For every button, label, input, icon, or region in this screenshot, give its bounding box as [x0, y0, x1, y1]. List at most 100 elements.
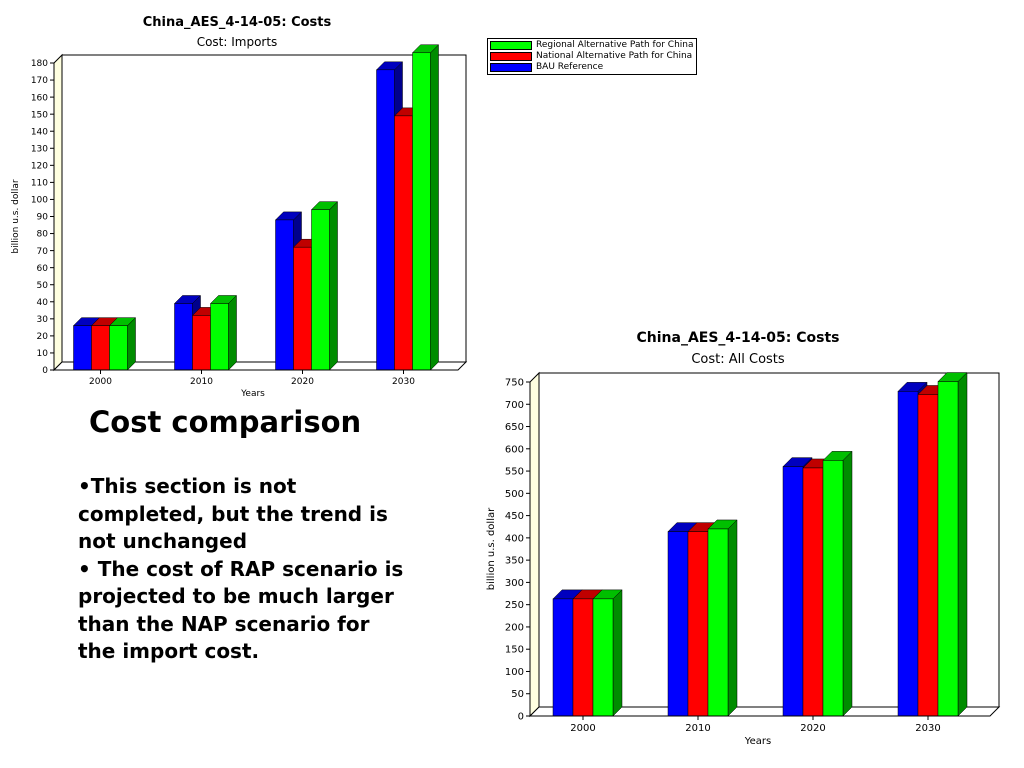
bar	[782, 466, 804, 717]
bar	[394, 115, 413, 371]
y-axis-label: billion u.s. dollar	[11, 179, 21, 253]
y-tick-label: 700	[505, 400, 524, 411]
y-tick-label: 100	[505, 667, 524, 678]
bar	[376, 69, 395, 371]
y-axis-label: billion u.s. dollar	[486, 507, 497, 590]
y-tick-label: 80	[37, 230, 49, 240]
y-tick-label: 130	[31, 144, 48, 154]
bar	[552, 598, 574, 717]
chart-side-wall	[529, 371, 540, 718]
x-tick-label: 2020	[800, 723, 825, 734]
bar-side	[957, 371, 968, 717]
all-costs-chart: China_AES_4-14-05: Costs Cost: All Costs 0…	[486, 330, 1001, 747]
legend-item-nap: National Alternative Path for China	[490, 51, 694, 62]
y-tick-label: 140	[31, 127, 48, 137]
bar	[592, 598, 614, 717]
bar	[311, 209, 330, 371]
bar	[275, 219, 294, 371]
y-tick-label: 550	[505, 467, 524, 478]
y-tick-label: 600	[505, 444, 524, 455]
legend-item-bau: BAU Reference	[490, 62, 694, 73]
bar	[667, 531, 689, 717]
y-tick-label: 750	[505, 378, 524, 389]
chart-legend: Regional Alternative Path for China Nati…	[487, 38, 697, 75]
bar	[210, 303, 229, 371]
bar	[707, 528, 729, 717]
x-tick-label: 2010	[685, 723, 710, 734]
bar-side	[727, 519, 738, 717]
y-tick-label: 10	[37, 349, 49, 359]
bar	[192, 315, 211, 371]
y-tick-label: 250	[505, 600, 524, 611]
legend-item-rap: Regional Alternative Path for China	[490, 40, 694, 51]
y-tick-label: 150	[31, 110, 48, 120]
y-tick-label: 120	[31, 161, 48, 171]
legend-label-nap: National Alternative Path for China	[536, 51, 693, 61]
y-tick-label: 500	[505, 489, 524, 500]
y-tick-label: 110	[31, 179, 48, 189]
y-tick-label: 50	[511, 689, 524, 700]
x-axis-label: Years	[744, 736, 771, 747]
y-tick-label: 200	[505, 622, 524, 633]
bar-side	[842, 450, 853, 717]
x-tick-label: 2030	[392, 377, 415, 387]
chart-subtitle: Cost: Imports	[197, 35, 278, 49]
bar	[937, 381, 959, 717]
y-tick-label: 300	[505, 578, 524, 589]
legend-swatch-rap	[490, 41, 532, 50]
chart-title: China_AES_4-14-05: Costs	[143, 15, 332, 30]
legend-label-rap: Regional Alternative Path for China	[536, 40, 694, 50]
bullet-item: •This section is not completed, but the …	[78, 474, 388, 553]
bar	[917, 394, 939, 717]
y-tick-label: 170	[31, 76, 48, 86]
slide-heading: Cost comparison	[89, 405, 362, 439]
x-tick-label: 2020	[291, 377, 314, 387]
bar	[109, 325, 128, 371]
y-tick-label: 90	[37, 213, 49, 223]
y-tick-label: 0	[42, 366, 48, 376]
y-tick-label: 20	[37, 332, 49, 342]
y-tick-label: 180	[31, 59, 48, 69]
y-tick-label: 650	[505, 422, 524, 433]
bar-side	[612, 589, 623, 717]
bar	[687, 531, 709, 717]
y-tick-label: 150	[505, 645, 524, 656]
legend-swatch-nap	[490, 52, 532, 61]
chart-side-wall	[53, 53, 63, 372]
y-tick-label: 60	[37, 264, 49, 274]
chart-title: China_AES_4-14-05: Costs	[637, 330, 840, 346]
bar	[293, 246, 312, 371]
bar	[897, 391, 919, 717]
y-tick-label: 450	[505, 511, 524, 522]
x-tick-label: 2000	[570, 723, 595, 734]
bar	[822, 460, 844, 717]
bar-side	[329, 201, 338, 371]
bullet-item: • The cost of RAP scenario is projected …	[78, 556, 404, 664]
y-tick-label: 100	[31, 196, 48, 206]
x-tick-label: 2030	[915, 723, 940, 734]
y-tick-label: 350	[505, 556, 524, 567]
y-tick-label: 70	[37, 247, 49, 257]
x-tick-label: 2000	[89, 377, 112, 387]
bar-side	[127, 317, 136, 371]
x-tick-label: 2010	[190, 377, 213, 387]
bar-side	[430, 44, 439, 371]
chart-subtitle: Cost: All Costs	[691, 352, 785, 367]
bullet-list: •This section is not completed, but the …	[78, 473, 408, 666]
bar	[802, 467, 824, 717]
y-tick-label: 50	[37, 281, 49, 291]
legend-swatch-bau	[490, 63, 532, 72]
bar	[412, 52, 431, 371]
y-tick-label: 400	[505, 533, 524, 544]
y-tick-label: 40	[37, 298, 49, 308]
bar	[73, 325, 92, 371]
bar	[174, 303, 193, 371]
y-tick-label: 160	[31, 93, 48, 103]
legend-label-bau: BAU Reference	[536, 62, 604, 72]
y-tick-label: 30	[37, 315, 49, 325]
imports-cost-chart: China_AES_4-14-05: Costs Cost: Imports 0 10…	[11, 15, 468, 399]
bar	[572, 598, 594, 717]
bar	[91, 325, 110, 371]
bar-side	[228, 294, 237, 371]
x-axis-label: Years	[240, 389, 265, 399]
